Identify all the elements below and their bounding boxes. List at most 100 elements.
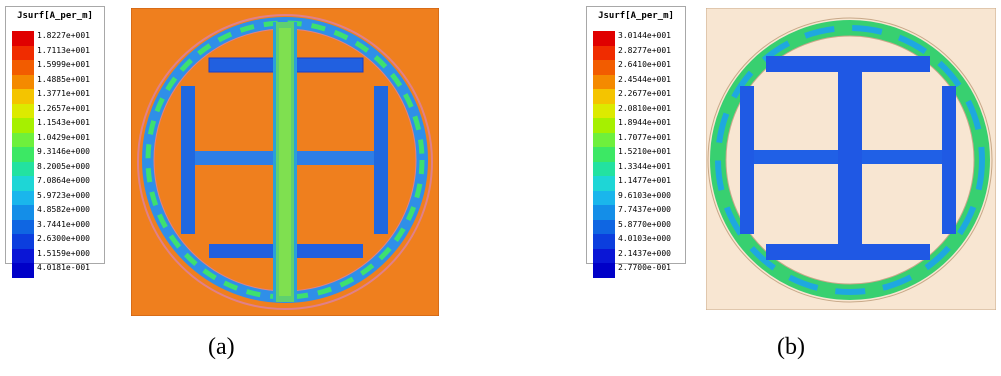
legend-value: 4.0103e+000	[618, 234, 671, 243]
legend-value: 9.3146e+000	[37, 147, 90, 156]
left-bar	[181, 86, 195, 234]
left-bar	[740, 86, 754, 234]
legend-value: 1.1477e+001	[618, 176, 671, 185]
color-legend: Jsurf[A_per_m] 3.0144e+001 2.8277e+001 2.6…	[586, 6, 686, 278]
legend-value: 2.7700e-001	[618, 263, 671, 272]
legend-value: 1.5210e+001	[618, 147, 671, 156]
legend-title: Jsurf[A_per_m]	[17, 11, 93, 21]
figure-panel-a: Jsurf[A_per_m] 1.8227e+001 1.7113e+001 1.5…	[0, 0, 440, 376]
feed-line-core	[279, 28, 291, 296]
legend-swatch	[593, 234, 615, 249]
legend-value: 1.3771e+001	[37, 89, 90, 98]
legend-value: 5.8770e+000	[618, 219, 671, 229]
legend-value: 1.0429e+001	[37, 132, 90, 142]
legend-swatch	[12, 118, 34, 133]
legend-value: 2.8277e+001	[618, 45, 671, 55]
cross-arm-left	[195, 151, 273, 165]
legend-value: 2.4544e+001	[618, 74, 671, 84]
legend-swatch	[12, 205, 34, 220]
caption: (a)	[208, 334, 235, 360]
legend-swatch	[593, 248, 615, 263]
legend-value: 2.6300e+000	[37, 234, 90, 243]
legend-value: 1.1543e+001	[37, 118, 90, 127]
legend-value: 7.0864e+000	[37, 176, 90, 185]
legend-value: 7.7437e+000	[618, 205, 671, 214]
outer-ring-edge	[137, 14, 433, 310]
ring-inner-edge	[725, 35, 975, 285]
legend-value: 1.3344e+001	[618, 161, 671, 171]
legend-value: 1.7077e+001	[618, 132, 671, 142]
bottom-bar	[766, 244, 930, 260]
legend-swatch	[593, 118, 615, 133]
legend-swatch	[12, 248, 34, 263]
legend-value: 4.0181e-001	[37, 263, 90, 272]
current-density-plot	[706, 8, 996, 310]
legend-swatch	[593, 263, 615, 278]
legend-swatch	[12, 161, 34, 176]
legend-value: 1.5159e+000	[37, 248, 90, 258]
legend-swatch	[12, 89, 34, 104]
legend-swatch	[593, 45, 615, 60]
legend-swatches	[593, 31, 615, 278]
legend-value: 1.4885e+001	[37, 74, 90, 84]
feed-line-edge-left	[273, 22, 276, 302]
right-bar	[374, 86, 388, 234]
legend-value: 3.0144e+001	[618, 31, 671, 40]
legend-swatch	[12, 60, 34, 75]
legend-value: 2.6410e+001	[618, 60, 671, 69]
legend-swatch	[593, 205, 615, 220]
legend-value: 2.2677e+001	[618, 89, 671, 98]
cross-arm-left	[754, 150, 838, 164]
cross-arm-right	[297, 151, 374, 165]
top-bar	[766, 56, 930, 72]
legend-swatch	[593, 132, 615, 147]
legend-value: 9.6103e+000	[618, 190, 671, 200]
legend-value: 1.2657e+001	[37, 103, 90, 113]
legend-swatch	[593, 147, 615, 162]
legend-swatch	[12, 219, 34, 234]
legend-value: 2.0810e+001	[618, 103, 671, 113]
legend-value: 3.7441e+000	[37, 219, 90, 229]
legend-labels: 3.0144e+001 2.8277e+001 2.6410e+001 2.4544e…	[618, 29, 671, 276]
legend-swatch	[12, 103, 34, 118]
legend-swatch	[12, 74, 34, 89]
legend-swatch	[12, 176, 34, 191]
legend-value: 1.8227e+001	[37, 31, 90, 40]
legend-title: Jsurf[A_per_m]	[598, 11, 674, 21]
legend-swatch	[593, 31, 615, 46]
feed-line	[838, 72, 862, 244]
legend-swatch	[12, 31, 34, 46]
ring-hotspot	[145, 20, 425, 300]
legend-value: 8.2005e+000	[37, 161, 90, 171]
legend-value: 2.1437e+000	[618, 248, 671, 258]
legend-swatch	[12, 147, 34, 162]
cross-arm-right	[862, 150, 942, 164]
caption: (b)	[777, 334, 805, 360]
legend-swatch	[593, 60, 615, 75]
legend-swatch	[12, 132, 34, 147]
legend-swatch	[12, 263, 34, 278]
ring-inner-band	[715, 25, 985, 295]
legend-swatch	[593, 103, 615, 118]
outer-ring-edge	[707, 17, 993, 303]
legend-labels: 1.8227e+001 1.7113e+001 1.5999e+001 1.4885e…	[37, 29, 90, 276]
legend-swatch	[12, 190, 34, 205]
legend-swatch	[593, 190, 615, 205]
legend-value: 1.5999e+001	[37, 60, 90, 69]
feed-line-edge-right	[294, 22, 297, 302]
legend-value: 1.7113e+001	[37, 45, 90, 55]
legend-swatch	[12, 45, 34, 60]
legend-value: 1.8944e+001	[618, 118, 671, 127]
legend-swatch	[593, 74, 615, 89]
color-legend: Jsurf[A_per_m] 1.8227e+001 1.7113e+001 1.5…	[5, 6, 105, 278]
legend-swatches	[12, 31, 34, 278]
figure-panel-b: Jsurf[A_per_m] 3.0144e+001 2.8277e+001 2.6…	[580, 0, 1001, 376]
legend-swatch	[593, 176, 615, 191]
legend-swatch	[593, 161, 615, 176]
right-bar	[942, 86, 956, 234]
current-density-plot	[131, 8, 439, 316]
legend-swatch	[593, 219, 615, 234]
legend-value: 4.8582e+000	[37, 205, 90, 214]
legend-swatch	[12, 234, 34, 249]
legend-value: 5.9723e+000	[37, 190, 90, 200]
